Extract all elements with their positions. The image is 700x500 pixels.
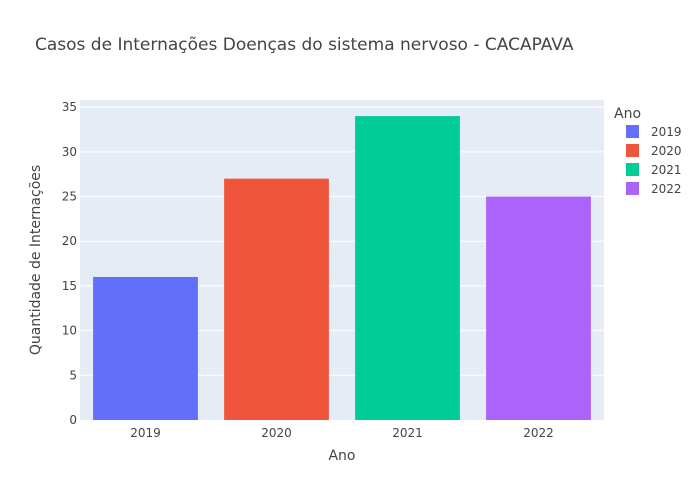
x-axis-title: Ano <box>328 448 355 464</box>
chart-title: Casos de Internações Doenças do sistema … <box>35 35 574 55</box>
legend-swatch[interactable] <box>626 163 639 176</box>
y-tick-labels: 0 5 10 15 20 25 30 35 <box>62 100 77 427</box>
y-tick-label: 25 <box>62 190 77 204</box>
y-tick-label: 35 <box>62 100 77 114</box>
legend-swatch[interactable] <box>626 182 639 195</box>
bar-2021[interactable] <box>355 116 460 420</box>
y-tick-label: 0 <box>69 413 77 427</box>
bar-2019[interactable] <box>93 276 198 420</box>
x-tick-label: 2021 <box>392 426 423 440</box>
y-tick-label: 30 <box>62 145 77 159</box>
legend-label[interactable]: 2019 <box>651 125 682 139</box>
bar-2022[interactable] <box>486 196 591 420</box>
bar-2020[interactable] <box>224 178 329 420</box>
y-tick-label: 10 <box>62 324 77 338</box>
legend-swatch[interactable] <box>626 144 639 157</box>
y-tick-label: 20 <box>62 234 77 248</box>
x-tick-label: 2022 <box>523 426 554 440</box>
legend-label[interactable]: 2020 <box>651 144 682 158</box>
x-tick-labels: 2019 2020 2021 2022 <box>130 426 554 440</box>
legend-label[interactable]: 2021 <box>651 163 682 177</box>
x-tick-label: 2019 <box>130 426 161 440</box>
y-axis-title: Quantidade de Internações <box>28 165 44 355</box>
y-tick-label: 5 <box>69 368 77 382</box>
legend-swatch[interactable] <box>626 125 639 138</box>
x-tick-label: 2020 <box>261 426 292 440</box>
legend-label[interactable]: 2022 <box>651 182 682 196</box>
bars <box>93 116 591 420</box>
legend-title: Ano <box>614 106 641 122</box>
legend: Ano 2019 2020 2021 2022 <box>614 106 682 196</box>
y-tick-label: 15 <box>62 279 77 293</box>
